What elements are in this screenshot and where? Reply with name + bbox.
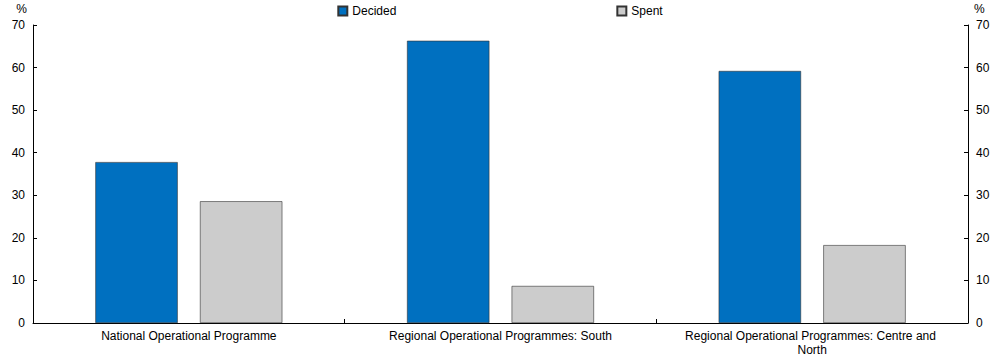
svg-text:Regional Operational Programme: Regional Operational Programmes: Centre … [685, 329, 939, 343]
svg-text:50: 50 [976, 103, 990, 117]
svg-text:Spent: Spent [631, 4, 663, 18]
svg-text:40: 40 [976, 146, 990, 160]
svg-text:40: 40 [12, 146, 26, 160]
svg-text:30: 30 [12, 188, 26, 202]
svg-text:60: 60 [12, 61, 26, 75]
svg-text:10: 10 [12, 273, 26, 287]
svg-text:60: 60 [976, 61, 990, 75]
svg-text:National Operational Programme: National Operational Programme [101, 329, 277, 343]
svg-text:30: 30 [976, 188, 990, 202]
svg-text:20: 20 [12, 231, 26, 245]
svg-text:20: 20 [976, 231, 990, 245]
svg-text:Regional Operational Programme: Regional Operational Programmes: South [389, 329, 612, 343]
svg-text:70: 70 [976, 18, 990, 32]
svg-text:10: 10 [976, 273, 990, 287]
svg-text:%: % [974, 2, 985, 16]
svg-text:50: 50 [12, 103, 26, 117]
svg-text:%: % [16, 2, 27, 16]
svg-text:0: 0 [18, 316, 25, 330]
svg-text:0: 0 [976, 316, 983, 330]
svg-text:Decided: Decided [352, 4, 396, 18]
svg-text:70: 70 [12, 18, 26, 32]
svg-text:North: North [797, 343, 826, 357]
